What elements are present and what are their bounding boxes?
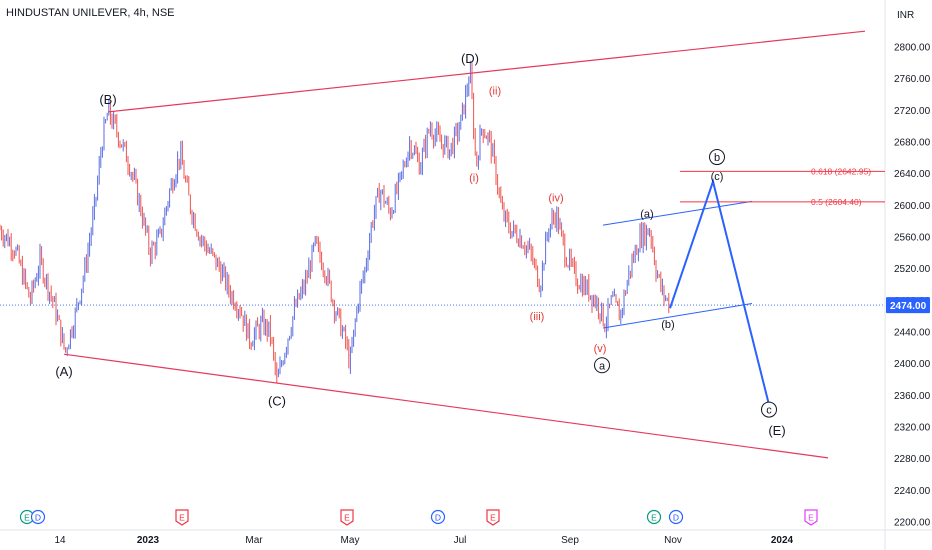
price-axis: INR 2800.00 2760.00 2720.00 2680.00 2640.00 26… — [886, 10, 931, 529]
channel-lower-line — [63, 353, 829, 459]
price-tick-label: 2640.00 — [894, 169, 931, 180]
price-tick-label: 2560.00 — [894, 233, 931, 244]
time-tick-label: Jul — [454, 535, 467, 546]
event-letter: D — [35, 513, 41, 523]
event-earnings-marker — [175, 509, 189, 526]
circled-wave-label: c — [766, 405, 772, 417]
time-axis: 14 2023 Mar May Jul Sep Nov 2024 — [54, 535, 793, 546]
drawings: 0.618 (2642.95) 0.5 (2604.40) (A) (B) (C) (D)… — [0, 30, 885, 459]
event-letter: E — [179, 513, 185, 523]
event-earnings-marker — [486, 509, 500, 526]
price-tick-label: 2600.00 — [894, 201, 931, 212]
circled-wave-label: a — [599, 360, 606, 372]
time-tick-label: May — [341, 535, 360, 546]
candles — [0, 60, 670, 383]
channel-upper-line — [107, 30, 866, 113]
price-tick-label: 2280.00 — [894, 454, 931, 465]
wave-label: (E) — [768, 423, 785, 438]
time-tick-label: Mar — [245, 535, 263, 546]
wave-label: (ii) — [489, 86, 501, 98]
event-letter: E — [24, 513, 30, 523]
circled-wave-marker — [594, 357, 610, 374]
price-tick-label: 2440.00 — [894, 328, 931, 339]
wave-label: (b) — [661, 319, 674, 331]
time-tick-label: Nov — [664, 535, 682, 546]
last-price-tag — [886, 297, 930, 314]
price-tick-label: 2760.00 — [894, 74, 931, 85]
event-dividend-marker — [30, 509, 46, 525]
sub-channel-lower — [602, 303, 753, 329]
event-dividend-marker — [430, 509, 446, 525]
event-letter: E — [344, 513, 350, 523]
time-tick-label: Sep — [561, 535, 579, 546]
event-dividend-marker — [668, 509, 684, 525]
circled-wave-marker — [709, 149, 725, 166]
event-letter: E — [651, 513, 657, 523]
chart-title: HINDUSTAN UNILEVER, 4h, NSE — [6, 7, 175, 19]
event-letter: E — [490, 513, 496, 523]
wave-label: (C) — [268, 393, 286, 408]
price-tick-label: 2800.00 — [894, 43, 931, 54]
event-letter: D — [435, 513, 441, 523]
wave-label: (i) — [469, 173, 479, 185]
event-earnings-marker — [646, 509, 662, 525]
price-tick-label: 2680.00 — [894, 138, 931, 149]
price-tick-label: 2520.00 — [894, 264, 931, 275]
wave-label: (iv) — [548, 192, 563, 204]
wave-label: (D) — [461, 51, 479, 66]
circled-wave-label: b — [714, 152, 720, 164]
event-letter: E — [808, 513, 814, 523]
wave-label: (iii) — [530, 311, 545, 323]
wave-label: (B) — [99, 92, 116, 107]
event-earnings-marker — [340, 509, 354, 526]
price-tick-label: 2320.00 — [894, 423, 931, 434]
time-tick-label: 2023 — [137, 535, 160, 546]
wave-label: (c) — [711, 171, 724, 183]
wave-label: (a) — [640, 208, 653, 220]
projection-path — [669, 178, 770, 409]
currency-label: INR — [897, 10, 914, 21]
last-price-value: 2474.00 — [890, 301, 927, 312]
fib-level-label: 0.5 (2604.40) — [811, 197, 862, 207]
price-tick-label: 2720.00 — [894, 106, 931, 117]
time-tick-label: 14 — [54, 535, 66, 546]
circled-wave-marker — [761, 401, 777, 418]
event-letter: D — [673, 513, 679, 523]
price-tick-label: 2200.00 — [894, 518, 931, 529]
wave-label: (v) — [594, 343, 607, 355]
price-tick-label: 2360.00 — [894, 391, 931, 402]
price-tick-label: 2400.00 — [894, 359, 931, 370]
fib-level-label: 0.618 (2642.95) — [811, 166, 871, 176]
price-tick-label: 2240.00 — [894, 486, 931, 497]
event-earnings-marker — [804, 509, 818, 526]
wave-label: (A) — [55, 364, 72, 379]
time-tick-label: 2024 — [771, 535, 794, 546]
sub-channel-upper — [602, 200, 753, 226]
